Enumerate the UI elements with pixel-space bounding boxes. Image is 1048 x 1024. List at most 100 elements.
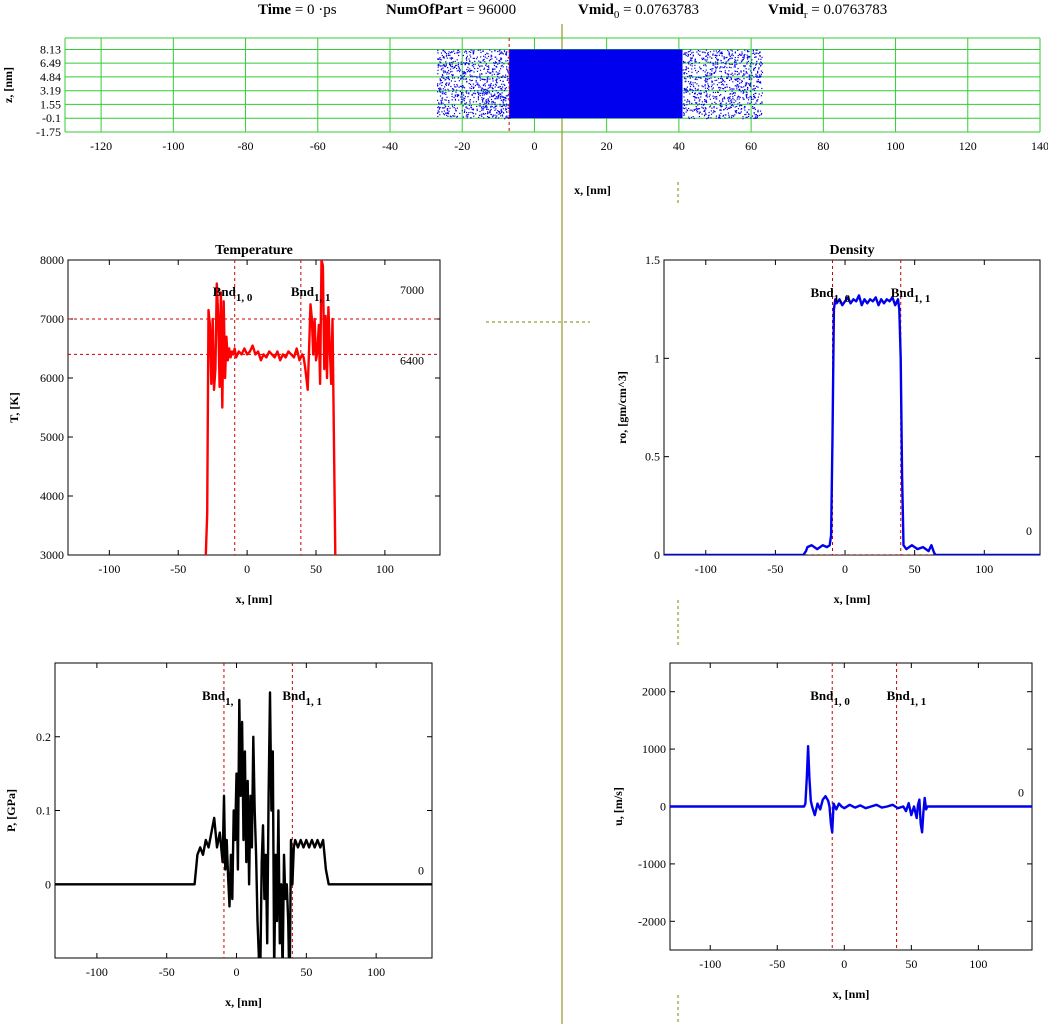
scatter-particle <box>761 63 763 65</box>
scatter-particle <box>689 77 691 79</box>
scatter-particle <box>698 103 700 105</box>
scatter-particle <box>735 61 737 63</box>
scatter-particle <box>741 51 743 53</box>
scatter-particle <box>729 88 731 90</box>
scatter-particle <box>480 56 482 58</box>
scatter-particle <box>457 77 459 79</box>
scatter-particle <box>501 96 503 98</box>
scatter-particle <box>472 92 474 94</box>
scatter-particle <box>482 112 485 115</box>
scatter-particle <box>454 80 456 82</box>
scatter-particle <box>727 96 730 99</box>
scatter-particle <box>709 74 711 76</box>
numofpart-value: = 96000 <box>466 2 517 18</box>
scatter-particle <box>725 63 727 65</box>
scatter-particle <box>718 116 720 118</box>
scatter-particle <box>724 98 726 100</box>
scatter-particle <box>732 88 734 90</box>
scatter-particle <box>692 55 694 57</box>
scatter-particle <box>491 103 493 105</box>
scatter-particle <box>439 57 441 59</box>
scatter-particle <box>741 59 743 61</box>
scatter-particle <box>736 71 738 73</box>
scatter-particle <box>487 102 489 104</box>
scatter-particle <box>481 97 483 99</box>
scatter-particle <box>500 87 503 90</box>
scatter-particle <box>476 108 478 110</box>
scatter-particle <box>719 104 721 106</box>
scatter-particle <box>496 112 498 114</box>
scatter-particle <box>497 50 499 53</box>
scatter-particle <box>471 93 473 96</box>
scatter-xtick-label: 0 <box>531 139 537 153</box>
scatter-particle <box>687 51 689 53</box>
velocity-bnd-left-label: Bnd1, 0 <box>810 688 850 708</box>
scatter-particle <box>720 51 722 54</box>
scatter-particle <box>689 85 692 88</box>
scatter-particle <box>498 62 500 64</box>
scatter-particle <box>448 82 450 84</box>
scatter-particle <box>717 60 719 62</box>
scatter-xtick-label: -20 <box>454 139 470 153</box>
scatter-particle <box>466 71 468 73</box>
scatter-particle <box>445 83 447 85</box>
scatter-particle <box>489 96 491 98</box>
scatter-particle <box>683 104 685 106</box>
scatter-particle <box>704 71 706 73</box>
scatter-particle <box>690 57 692 59</box>
scatter-particle <box>475 113 477 115</box>
scatter-particle <box>738 112 740 114</box>
scatter-particle <box>456 107 458 109</box>
scatter-particle <box>471 75 473 77</box>
scatter-particle <box>734 57 736 59</box>
scatter-particle <box>489 87 491 89</box>
scatter-particle <box>751 115 754 117</box>
density-plot-area <box>664 260 1040 555</box>
scatter-particle <box>699 77 701 79</box>
scatter-particle <box>748 78 750 80</box>
temperature-ytick-label: 8000 <box>40 253 64 267</box>
velocity-xtick-label: -50 <box>769 957 785 971</box>
scatter-particle <box>494 103 496 106</box>
scatter-particle <box>722 88 725 90</box>
scatter-particle <box>465 106 467 108</box>
scatter-particle <box>491 88 493 90</box>
scatter-particle <box>496 115 498 117</box>
scatter-particle <box>691 68 693 70</box>
scatter-particle <box>726 67 728 69</box>
scatter-particle <box>458 67 460 69</box>
scatter-particle <box>444 89 446 91</box>
scatter-particle <box>490 105 492 107</box>
scatter-particle <box>721 55 723 57</box>
scatter-particle <box>748 109 750 111</box>
scatter-particle <box>761 56 763 58</box>
scatter-particle <box>745 113 747 115</box>
pressure-ytick-label: 0 <box>45 877 51 891</box>
scatter-particle <box>753 107 755 109</box>
scatter-particle <box>505 107 507 109</box>
scatter-particle <box>715 96 717 98</box>
scatter-particle <box>472 52 474 54</box>
scatter-particle <box>714 66 716 68</box>
scatter-particle <box>438 111 440 113</box>
scatter-particle <box>715 56 717 59</box>
scatter-particle <box>454 86 456 88</box>
scatter-particle <box>466 59 468 61</box>
scatter-particle <box>476 92 479 94</box>
scatter-particle <box>743 74 745 76</box>
density-xtick-label: -50 <box>767 562 783 576</box>
scatter-particle <box>437 69 439 71</box>
scatter-particle <box>727 97 729 99</box>
pressure-xtick-label: 0 <box>234 965 240 979</box>
scatter-particle <box>688 61 690 63</box>
scatter-particle <box>497 92 499 94</box>
scatter-particle <box>711 68 713 70</box>
scatter-particle <box>464 87 466 89</box>
scatter-particle <box>745 116 747 118</box>
scatter-particle <box>721 51 723 53</box>
scatter-particle <box>694 78 696 80</box>
scatter-particle <box>446 82 448 84</box>
scatter-particle <box>462 99 464 101</box>
scatter-particle <box>469 60 471 62</box>
scatter-ytick-label: 6.49 <box>40 56 61 70</box>
